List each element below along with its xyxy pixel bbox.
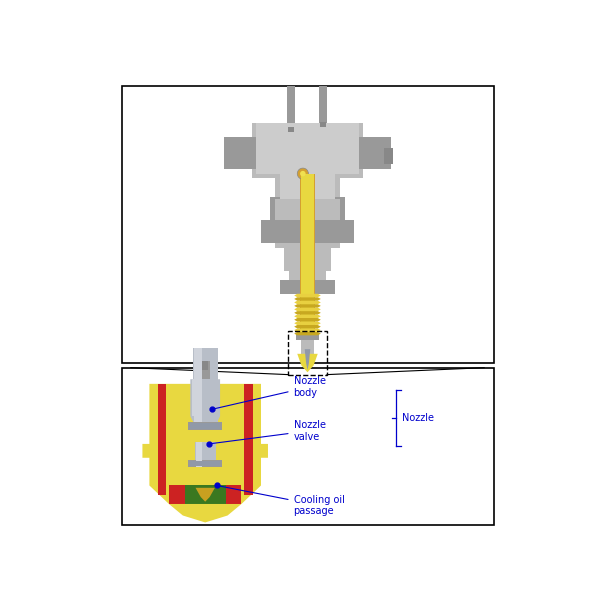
Bar xyxy=(320,122,326,127)
Bar xyxy=(252,123,363,178)
Bar xyxy=(224,137,256,169)
Bar xyxy=(319,86,326,123)
Text: Nozzle
body: Nozzle body xyxy=(215,376,326,409)
Bar xyxy=(256,123,359,173)
Bar xyxy=(287,127,294,132)
Bar xyxy=(287,86,295,127)
Bar xyxy=(188,422,223,430)
Bar xyxy=(270,197,344,220)
Bar xyxy=(301,331,314,358)
Bar xyxy=(121,86,493,363)
Polygon shape xyxy=(294,304,321,308)
Bar xyxy=(301,173,314,335)
Bar xyxy=(275,173,340,202)
Bar xyxy=(121,368,493,525)
Bar xyxy=(194,348,202,422)
Text: Nozzle: Nozzle xyxy=(403,413,434,423)
Bar xyxy=(275,215,340,248)
Polygon shape xyxy=(294,328,321,332)
Bar xyxy=(169,485,185,504)
Bar xyxy=(192,379,197,416)
Bar xyxy=(169,485,241,504)
Polygon shape xyxy=(294,318,321,322)
Bar xyxy=(190,461,220,466)
Bar xyxy=(196,442,202,467)
Bar xyxy=(200,361,210,379)
Polygon shape xyxy=(297,354,318,372)
Polygon shape xyxy=(142,384,268,504)
Bar xyxy=(261,220,354,243)
Bar xyxy=(226,485,241,504)
Bar xyxy=(288,331,327,374)
Polygon shape xyxy=(294,301,321,304)
Bar xyxy=(244,384,253,495)
Bar xyxy=(280,173,335,199)
Bar xyxy=(275,199,340,218)
Polygon shape xyxy=(196,488,215,502)
Polygon shape xyxy=(294,311,321,314)
Bar xyxy=(296,334,319,340)
Bar xyxy=(195,442,215,467)
Circle shape xyxy=(297,168,308,179)
Polygon shape xyxy=(294,294,321,297)
Bar xyxy=(384,148,392,164)
Bar xyxy=(188,460,222,467)
Circle shape xyxy=(300,171,305,176)
Polygon shape xyxy=(294,322,321,325)
Polygon shape xyxy=(294,308,321,311)
Bar xyxy=(284,243,331,271)
Bar xyxy=(359,137,391,169)
Bar xyxy=(289,271,326,294)
Bar xyxy=(190,422,220,429)
Polygon shape xyxy=(169,504,241,523)
Text: Cooling oil
passage: Cooling oil passage xyxy=(220,486,344,517)
Bar xyxy=(193,348,218,422)
Polygon shape xyxy=(294,325,321,328)
Bar xyxy=(158,384,166,495)
Bar xyxy=(280,280,335,294)
Polygon shape xyxy=(294,332,321,335)
Text: Nozzle
valve: Nozzle valve xyxy=(212,420,326,443)
Bar xyxy=(202,361,208,370)
Polygon shape xyxy=(190,379,220,421)
Bar xyxy=(299,173,316,335)
Polygon shape xyxy=(305,349,310,370)
Polygon shape xyxy=(294,297,321,301)
Polygon shape xyxy=(294,314,321,318)
